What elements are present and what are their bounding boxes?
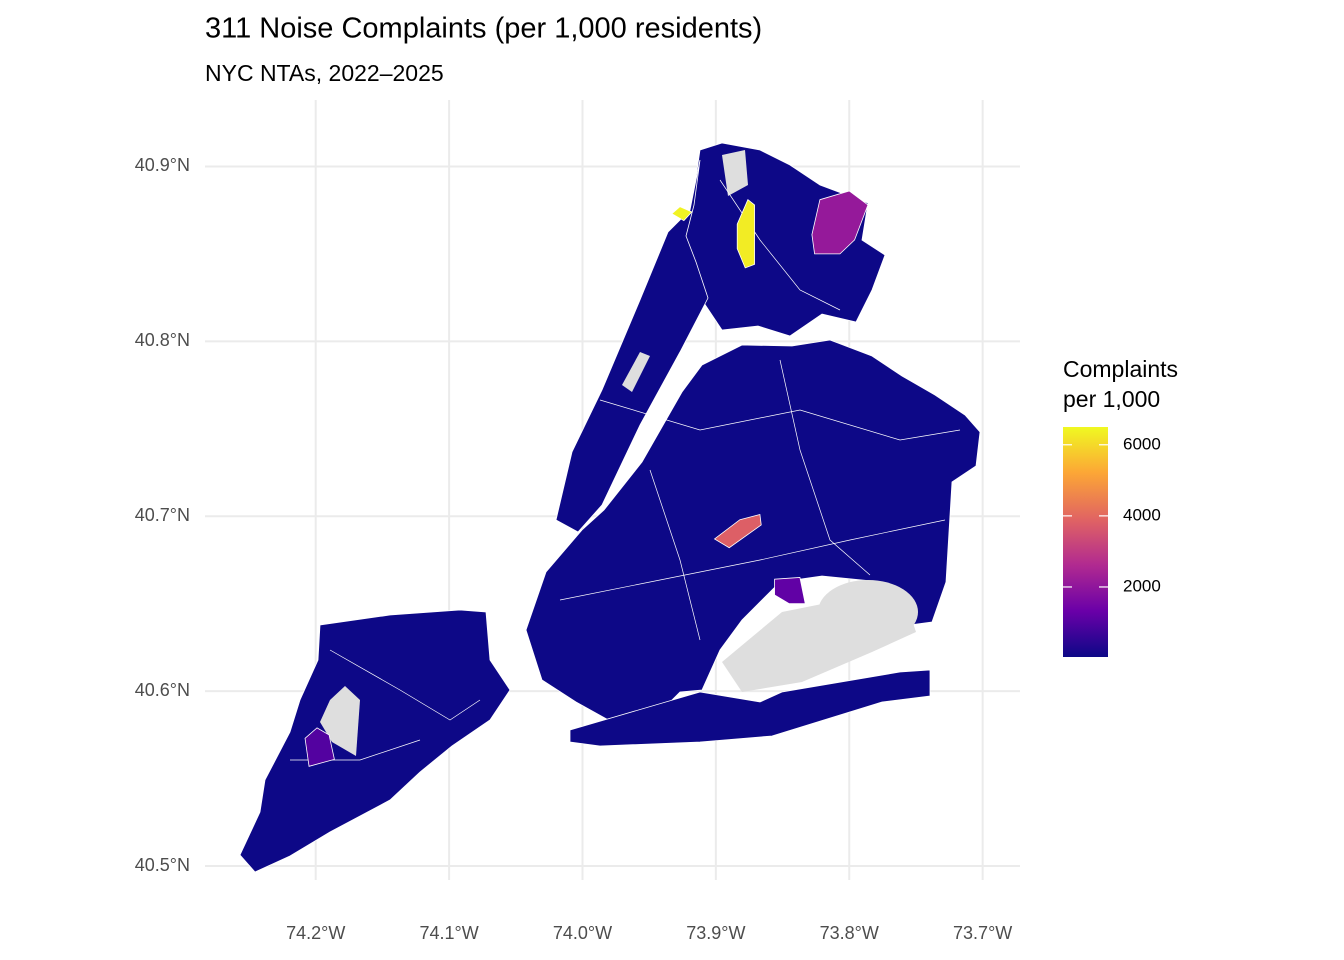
nta-borders: [649, 469, 701, 641]
legend-title: Complaints: [1063, 356, 1178, 382]
van-cortlandt: [722, 150, 748, 196]
nta-area: [811, 190, 869, 255]
nta-area: [713, 513, 762, 549]
staten-island: [239, 609, 511, 873]
x-tick-label: 74.0°W: [553, 923, 612, 943]
legend-tick-label: 2000: [1123, 576, 1161, 595]
nta-borders: [599, 399, 961, 441]
legend: Complaints per 1,000 2000 4000 6000: [1063, 356, 1178, 657]
land: [239, 142, 981, 873]
colorbar: [1063, 427, 1108, 657]
nta-borders: [329, 649, 481, 721]
nta-borders: [719, 179, 841, 311]
highlighted-areas: [304, 190, 869, 767]
y-tick-label: 40.8°N: [135, 330, 190, 350]
x-tick-label: 74.2°W: [286, 923, 345, 943]
manhattan: [555, 159, 709, 533]
y-tick-label: 40.7°N: [135, 505, 190, 525]
nta-area: [304, 727, 335, 767]
rockaway: [569, 669, 931, 747]
legend-tick-label: 4000: [1123, 505, 1161, 524]
x-tick-label: 73.8°W: [820, 923, 879, 943]
x-tick-label: 73.7°W: [953, 923, 1012, 943]
y-tick-label: 40.6°N: [135, 680, 190, 700]
nta-area: [774, 577, 806, 605]
nta-area: [671, 206, 693, 222]
nta-borders: [779, 359, 871, 576]
nta-borders: [559, 519, 946, 601]
y-tick-label: 40.5°N: [135, 855, 190, 875]
airport: [818, 580, 918, 644]
legend-tick-label: 6000: [1123, 434, 1161, 453]
central-park: [622, 352, 650, 392]
x-tick-label: 74.1°W: [419, 923, 478, 943]
chart-title: 311 Noise Complaints (per 1,000 resident…: [205, 13, 762, 45]
chart-subtitle: NYC NTAs, 2022–2025: [205, 60, 444, 86]
nta-area: [736, 199, 755, 269]
legend-title: per 1,000: [1063, 386, 1160, 412]
x-tick-label: 73.9°W: [686, 923, 745, 943]
y-tick-label: 40.9°N: [135, 155, 190, 175]
